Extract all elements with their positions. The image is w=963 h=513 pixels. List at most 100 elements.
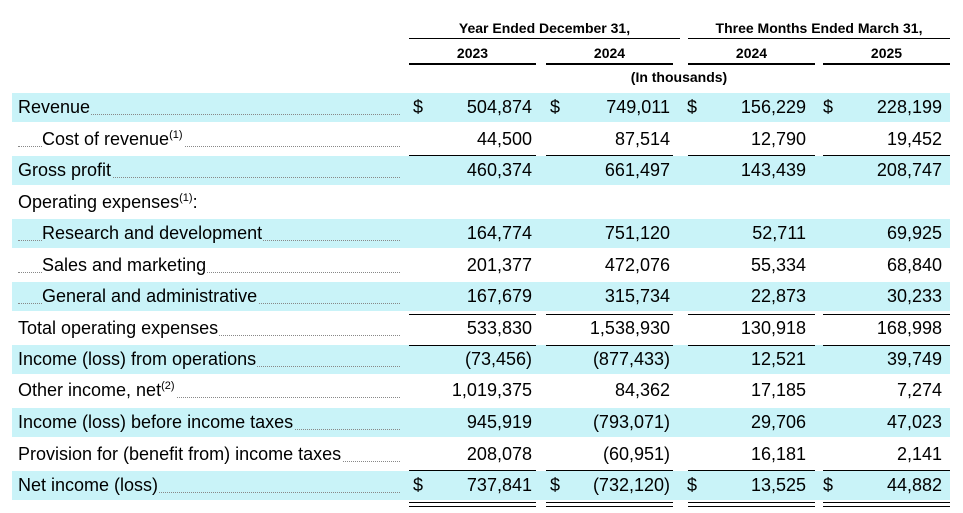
row-label: Research and development [12,219,404,248]
value-cell: 19,452 [886,129,942,149]
value-cell: 167,679 [466,286,532,306]
table-row: Gross profit 460,374 661,497 143,439 208,747 [12,156,950,185]
value-cell: 39,749 [886,349,942,369]
value-cell: 30,233 [886,286,942,306]
value-cell: 156,229 [740,97,806,117]
value-cell: 52,711 [752,223,806,243]
value-cell: 945,919 [466,412,532,432]
header-year-ended: Year Ended December 31, [409,19,680,39]
row-label-text: General and administrative [42,286,258,306]
double-underline-rule [409,502,536,507]
row-label: Provision for (benefit from) income taxe… [12,440,404,469]
underline-rule [823,345,950,346]
dot-leader [18,492,400,493]
double-underline-rule [688,502,815,507]
underline-rule [409,470,536,471]
value-cell: 44,882 [886,475,942,495]
row-label-text: Sales and marketing [42,255,207,275]
value-cell [842,188,942,217]
row-label-text: Revenue [18,97,91,117]
currency-symbol: $ [823,475,834,495]
value-cell: 228,199 [876,97,942,117]
footnote-marker: (1) [179,192,193,204]
value-cell: 472,076 [604,255,670,275]
row-label: Cost of revenue(1) [12,125,404,154]
table-row: Provision for (benefit from) income taxe… [12,440,950,469]
value-cell: 130,918 [740,318,806,338]
value-cell: 17,185 [750,380,806,400]
currency-symbol: $ [413,97,424,117]
row-label: Revenue [12,93,404,122]
value-cell: 87,514 [614,129,670,149]
value-cell: 164,774 [466,223,532,243]
underline-rule [823,155,950,156]
currency-symbol: $ [413,475,424,495]
value-cell: 208,747 [876,160,942,180]
value-cell: 1,019,375 [451,380,532,400]
header-year-2023: 2023 [409,44,536,65]
table-row: Research and development 164,774 751,120 52… [12,219,950,248]
table-row: Income (loss) from operations (73,456) (87… [12,345,950,374]
value-cell: 47,023 [886,412,942,432]
value-cell: (793,071) [592,412,670,432]
double-underline-rule [546,502,673,507]
underline-rule [409,345,536,346]
value-cell: 12,521 [750,349,806,369]
footnote-marker: (1) [169,129,183,141]
value-cell: 2,141 [896,444,942,464]
underline-rule [546,155,673,156]
value-cell: 315,734 [604,286,670,306]
value-cell: (877,433) [592,349,670,369]
table-row: Revenue $504,874 $749,011 $156,229 $228,199 [12,93,950,122]
table-row: Total operating expenses 533,830 1,538,930… [12,314,950,343]
value-cell: 1,538,930 [589,318,670,338]
table-row: Other income, net(2) 1,019,375 84,362 17,18… [12,376,950,405]
value-cell: 68,840 [886,255,942,275]
currency-symbol: $ [823,97,834,117]
value-cell: 749,011 [606,97,670,117]
value-cell: 168,998 [876,318,942,338]
value-cell: 84,362 [614,380,670,400]
value-cell: 16,181 [750,444,806,464]
dot-leader [18,146,400,147]
dot-leader [18,114,400,115]
value-cell: 208,078 [466,444,532,464]
dot-leader [18,397,400,398]
row-label-text: Income (loss) from operations [18,349,257,369]
underline-rule [546,314,673,315]
underline-rule [823,470,950,471]
header-units: (In thousands) [630,69,728,85]
table-row: Sales and marketing 201,377 472,076 55,334 6… [12,251,950,280]
value-cell: 55,334 [750,255,806,275]
row-label-text: Gross profit [18,160,112,180]
value-cell: (73,456) [464,349,532,369]
row-label-text: Net income (loss) [18,475,159,495]
table-row: General and administrative 167,679 315,734… [12,282,950,311]
row-label-text: Total operating expenses [18,318,219,338]
header-year-2025: 2025 [823,44,950,65]
value-cell [702,188,806,217]
row-label-text: Research and development [42,223,263,243]
table-row: Income (loss) before income taxes 945,919… [12,408,950,437]
row-label-text: Income (loss) before income taxes [18,412,294,432]
currency-symbol: $ [550,97,561,117]
row-label: Net income (loss) [12,471,404,500]
row-label-text: Operating expenses [18,192,180,212]
table-row: Operating expenses(1): [12,188,950,217]
value-cell: 44,500 [476,129,532,149]
header-year-2024b: 2024 [688,44,815,65]
value-cell: 737,841 [466,475,532,495]
row-label: Other income, net(2) [12,376,404,405]
value-cell: 13,525 [750,475,806,495]
underline-rule [546,470,673,471]
value-cell: 143,439 [740,160,806,180]
value-cell: 460,374 [466,160,532,180]
table-row: Cost of revenue(1) 44,500 87,514 12,790 19,4… [12,125,950,154]
dot-leader [18,177,400,178]
row-label-text: Cost of revenue [42,129,170,149]
value-cell: 201,377 [466,255,532,275]
dot-leader [18,272,400,273]
footnote-marker: (2) [161,380,175,392]
double-underline-rule [823,502,950,507]
row-label: Total operating expenses [12,314,404,343]
